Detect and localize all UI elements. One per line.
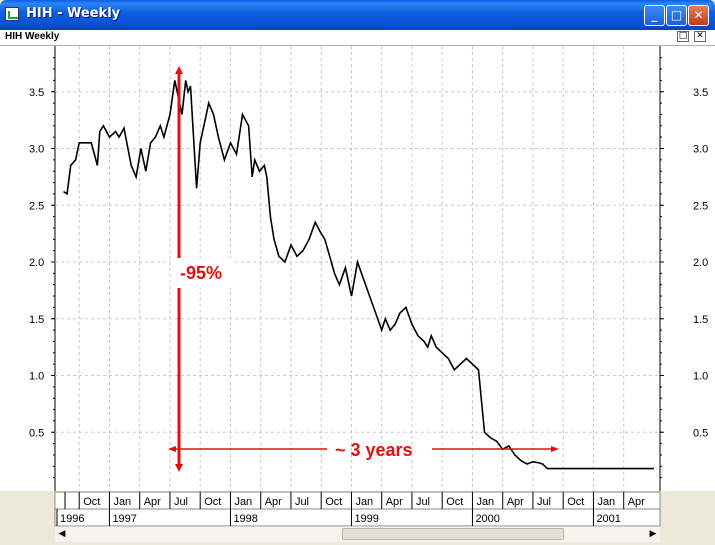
y-tick-label-right: 2.5 <box>693 200 708 212</box>
month-label: Oct <box>446 496 463 508</box>
year-label: 1999 <box>354 513 378 525</box>
year-label: 2001 <box>596 513 620 525</box>
chart-window-title: HIH Weekly <box>5 31 60 42</box>
y-tick-label-left: 1.5 <box>29 314 44 326</box>
window-title: HIH - Weekly <box>26 6 121 21</box>
month-label: Oct <box>567 496 584 508</box>
maximize-button[interactable]: □ <box>666 5 687 26</box>
y-tick-label-left: 1.0 <box>29 371 44 383</box>
drop-percent-label: -95% <box>180 263 222 283</box>
chart-area[interactable]: 0.5 0.5 1.0 1.0 1.5 1.5 2.0 2.0 2.5 2.5 3.0 3.0 3.5 3… <box>0 46 715 526</box>
duration-label: ~ 3 years <box>335 440 413 460</box>
month-label: Jan <box>476 496 494 508</box>
month-label: Apr <box>386 496 403 508</box>
duration-arrow-head-left <box>168 446 176 452</box>
chart-header: HIH Weekly □ ✕ <box>0 30 715 46</box>
duration-arrow-head-right <box>551 446 559 452</box>
y-tick-label-left: 0.5 <box>29 427 44 439</box>
month-label: Apr <box>265 496 282 508</box>
month-label: Jan <box>234 496 252 508</box>
chart-close-button[interactable]: ✕ <box>694 31 706 42</box>
price-line <box>63 80 654 470</box>
year-label: 2000 <box>475 513 499 525</box>
year-label: 1997 <box>112 513 136 525</box>
year-label: 1998 <box>233 513 257 525</box>
drop-arrow-head-top <box>175 66 183 74</box>
month-label: Oct <box>204 496 221 508</box>
app-chart-icon[interactable] <box>5 7 19 21</box>
scrollbar-thumb[interactable] <box>342 528 564 540</box>
month-label: Jan <box>597 496 615 508</box>
year-label: 1996 <box>60 513 84 525</box>
y-tick-label-right: 1.0 <box>693 371 708 383</box>
y-tick-label-left: 3.5 <box>29 87 44 99</box>
month-label: Apr <box>507 496 524 508</box>
month-label: Oct <box>83 496 100 508</box>
month-label: Oct <box>325 496 342 508</box>
horizontal-scrollbar[interactable]: ◀ ▶ <box>55 526 660 542</box>
drop-arrow-head-bottom <box>175 464 183 472</box>
month-label: Jul <box>174 496 188 508</box>
window-titlebar[interactable]: HIH - Weekly _ □ ✕ <box>0 0 715 30</box>
month-label: Jul <box>537 496 551 508</box>
month-label: Jul <box>416 496 430 508</box>
y-tick-label-left: 2.0 <box>29 257 44 269</box>
y-tick-label-left: 3.0 <box>29 144 44 156</box>
y-tick-label-right: 3.0 <box>693 144 708 156</box>
y-tick-label-left: 2.5 <box>29 200 44 212</box>
month-label: Jan <box>355 496 373 508</box>
drop-label-bg <box>171 258 235 288</box>
y-tick-label-right: 3.5 <box>693 87 708 99</box>
month-label: Apr <box>628 496 645 508</box>
minimize-button[interactable]: _ <box>644 5 665 26</box>
chart-restore-button[interactable]: □ <box>677 31 689 42</box>
price-chart: 0.5 0.5 1.0 1.0 1.5 1.5 2.0 2.0 2.5 2.5 3.0 3.0 3.5 3… <box>0 46 715 526</box>
y-tick-label-right: 0.5 <box>693 427 708 439</box>
month-label: Jul <box>295 496 309 508</box>
y-tick-label-right: 1.5 <box>693 314 708 326</box>
scroll-left-arrow-icon[interactable]: ◀ <box>58 529 66 539</box>
scroll-right-arrow-icon[interactable]: ▶ <box>649 529 657 539</box>
month-label: Jan <box>113 496 131 508</box>
close-button[interactable]: ✕ <box>688 5 709 26</box>
month-label: Apr <box>144 496 161 508</box>
y-tick-label-right: 2.0 <box>693 257 708 269</box>
